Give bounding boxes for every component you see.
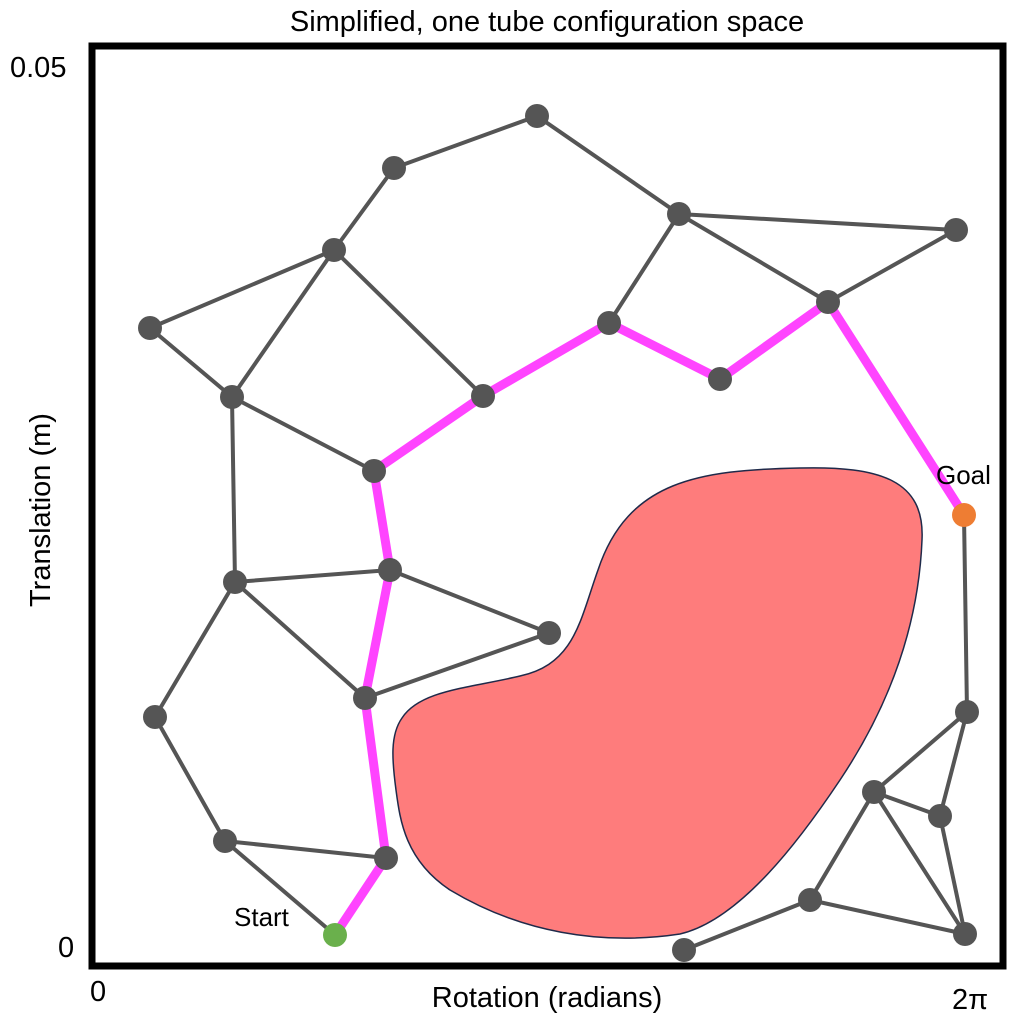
roadmap-node xyxy=(537,621,561,645)
goal-label: Goal xyxy=(936,460,991,490)
roadmap-edge xyxy=(808,898,967,936)
roadmap-node xyxy=(955,700,979,724)
roadmap-edge xyxy=(808,790,876,902)
roadmap-edge xyxy=(363,631,551,700)
roadmap-edge xyxy=(607,212,681,325)
x-min-tick-label: 0 xyxy=(90,976,107,1008)
roadmap-node xyxy=(220,385,244,409)
y-max-tick-label: 0.05 xyxy=(10,52,67,84)
roadmap-node xyxy=(143,705,167,729)
roadmap-node xyxy=(353,686,377,710)
roadmap-edge xyxy=(332,166,396,252)
roadmap-edge xyxy=(938,814,967,936)
roadmap-node xyxy=(708,367,732,391)
roadmap-node xyxy=(944,218,968,242)
diagram-title: Simplified, one tube configuration space xyxy=(289,6,805,38)
solution-path xyxy=(330,297,969,940)
roadmap-node xyxy=(322,238,346,262)
roadmap-edge xyxy=(223,839,388,860)
roadmap-node xyxy=(862,780,886,804)
roadmap-edge xyxy=(872,790,967,936)
roadmap-edges xyxy=(148,114,969,952)
roadmap-edge xyxy=(153,580,237,719)
roadmap-edge xyxy=(535,114,681,216)
plot-frame xyxy=(88,42,1007,970)
roadmap-node xyxy=(525,104,549,128)
roadmap-edge xyxy=(682,898,812,952)
roadmap-edge xyxy=(962,513,969,714)
roadmap-node xyxy=(471,384,495,408)
roadmap-node xyxy=(597,311,621,335)
roadmap-node xyxy=(816,290,840,314)
roadmap-node xyxy=(672,938,696,962)
roadmap-edge xyxy=(223,839,337,937)
roadmap-edge xyxy=(233,568,392,584)
x-axis-label: Rotation (radians) xyxy=(431,982,663,1014)
roadmap-node xyxy=(953,922,977,946)
roadmap-node xyxy=(798,888,822,912)
roadmap-edge xyxy=(392,114,539,170)
start-node xyxy=(323,923,347,947)
roadmap-node xyxy=(928,804,952,828)
roadmap-node xyxy=(213,829,237,853)
roadmap-edge xyxy=(677,212,958,232)
roadmap-edge xyxy=(153,715,227,843)
roadmap-edge xyxy=(826,228,958,304)
roadmap-node xyxy=(382,156,406,180)
roadmap-edge xyxy=(230,395,376,473)
roadmap-node xyxy=(378,558,402,582)
roadmap-node xyxy=(138,316,162,340)
roadmap-edge xyxy=(230,395,237,584)
x-max-tick-label: 2π xyxy=(952,984,989,1016)
roadmap-edge xyxy=(233,580,367,700)
roadmap-node xyxy=(223,570,247,594)
roadmap-edge xyxy=(938,710,969,818)
roadmap-node xyxy=(667,202,691,226)
roadmap-edge xyxy=(148,248,336,330)
y-min-tick-label: 0 xyxy=(58,932,75,964)
roadmap-nodes xyxy=(138,104,979,962)
roadmap-edge xyxy=(677,212,830,304)
start-label: Start xyxy=(234,902,290,932)
roadmap-node xyxy=(362,459,386,483)
roadmap-node xyxy=(374,846,398,870)
roadmap-edge xyxy=(148,326,234,399)
obstacle-region xyxy=(392,467,923,939)
roadmap-edge xyxy=(332,248,485,398)
goal-node xyxy=(952,503,976,527)
roadmap-edge xyxy=(230,248,336,399)
roadmap-edge xyxy=(388,568,551,635)
roadmap-edge xyxy=(872,710,969,794)
